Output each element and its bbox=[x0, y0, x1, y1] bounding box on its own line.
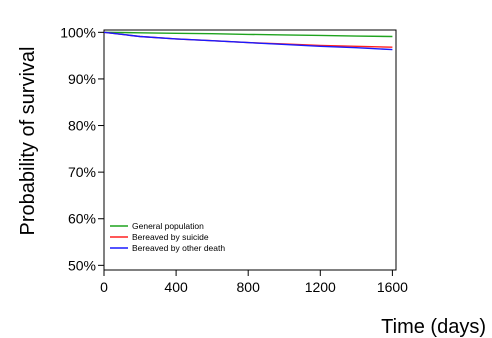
y-tick-label: 50% bbox=[68, 257, 96, 273]
x-tick-label: 400 bbox=[164, 279, 188, 295]
legend-entry: General population bbox=[132, 221, 204, 231]
x-axis-title: Time (days) bbox=[381, 316, 486, 338]
axes: 50% 60% 70% 80% 90% 100% 0 400 800 1200 1600 bbox=[60, 24, 408, 295]
legend-entry: Bereaved by other death bbox=[132, 243, 225, 253]
series-line-3 bbox=[103, 31, 393, 51]
legend-entry: Bereaved by suicide bbox=[132, 232, 209, 242]
x-tick-label: 0 bbox=[100, 279, 108, 295]
x-tick-label: 1200 bbox=[305, 279, 336, 295]
y-tick-label: 100% bbox=[60, 24, 96, 40]
y-tick-label: 80% bbox=[68, 118, 96, 134]
y-tick-label: 70% bbox=[68, 164, 96, 180]
series-line-1 bbox=[103, 31, 393, 38]
plot-frame bbox=[103, 29, 397, 271]
y-tick-label: 90% bbox=[68, 71, 96, 87]
x-tick-label: 1600 bbox=[377, 279, 408, 295]
series-lines bbox=[103, 31, 393, 51]
y-axis-title: Probability of survival bbox=[17, 47, 39, 236]
y-tick-label: 60% bbox=[68, 211, 96, 227]
x-tick-label: 800 bbox=[237, 279, 261, 295]
